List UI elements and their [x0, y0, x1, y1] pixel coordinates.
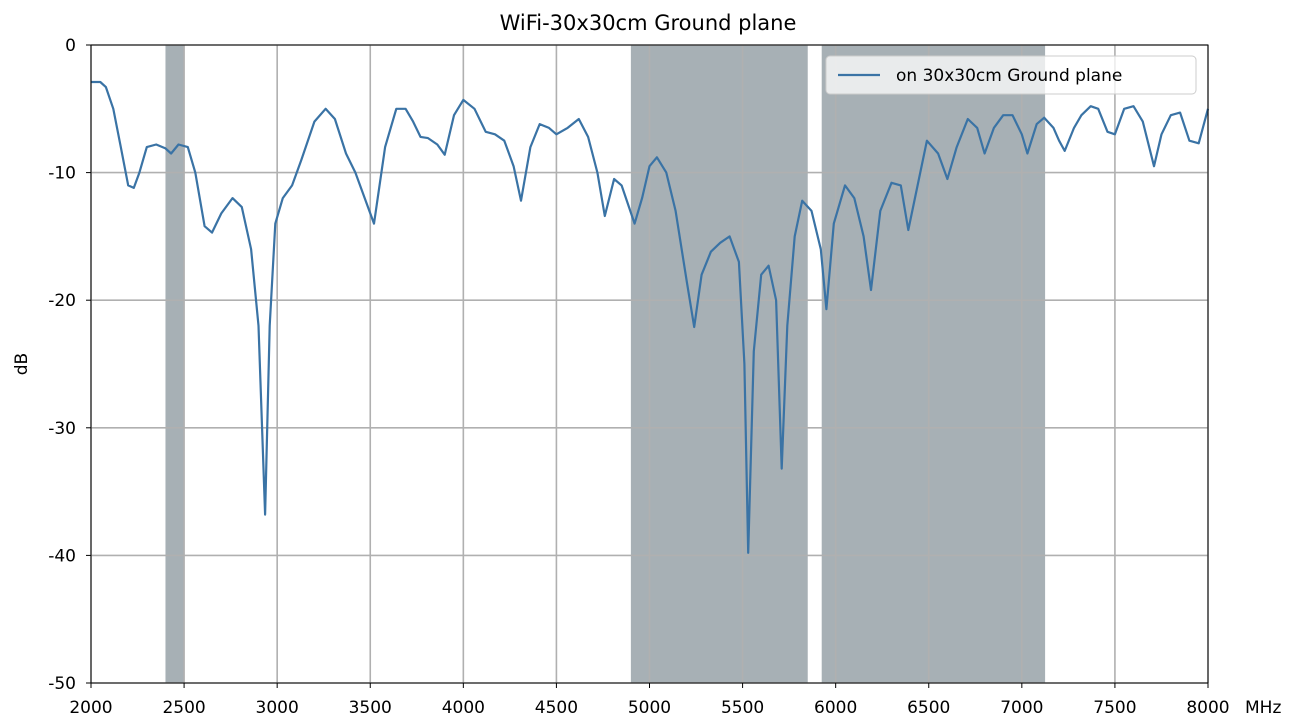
x-axis-ticks: 2000 2500 3000 3500 4000 4500 5000 5500 6000 6500… [69, 683, 1230, 718]
x-tick-label-10: 7000 [1000, 698, 1043, 718]
y-tick-label-4: -40 [48, 546, 76, 566]
chart-title: WiFi-30x30cm Ground plane [500, 11, 797, 35]
x-tick-label-4: 4000 [442, 698, 485, 718]
legend-entry-label: on 30x30cm Ground plane [896, 66, 1122, 86]
x-tick-label-5: 4500 [535, 698, 578, 718]
band-0 [165, 45, 185, 683]
legend-box [825, 55, 1197, 95]
legend: on 30x30cm Ground plane [825, 55, 1197, 95]
frequency-bands [165, 45, 1046, 683]
y-axis-ticks: 0 -10 -20 -30 -40 -50 [48, 36, 91, 694]
series-line-0 [91, 80, 1210, 554]
y-axis-label: dB [12, 353, 32, 375]
y-tick-label-1: -10 [48, 164, 76, 184]
series-lines [91, 80, 1210, 554]
y-tick-label-5: -50 [48, 674, 76, 694]
x-tick-label-0: 2000 [69, 698, 112, 718]
x-tick-label-1: 2500 [162, 698, 205, 718]
x-tick-label-6: 5000 [628, 698, 671, 718]
y-tick-label-3: -30 [48, 419, 76, 439]
x-tick-label-9: 6500 [907, 698, 950, 718]
x-tick-label-11: 7500 [1093, 698, 1136, 718]
x-tick-label-12: 8000 [1186, 698, 1229, 718]
x-axis-unit-label: MHz [1245, 698, 1281, 718]
band-1 [630, 45, 808, 683]
x-tick-label-7: 5500 [721, 698, 764, 718]
y-tick-label-0: 0 [65, 36, 76, 56]
x-tick-label-2: 3000 [256, 698, 299, 718]
x-tick-label-8: 6000 [814, 698, 857, 718]
x-tick-label-3: 3500 [349, 698, 392, 718]
y-tick-label-2: -20 [48, 291, 76, 311]
band-2 [821, 45, 1046, 683]
